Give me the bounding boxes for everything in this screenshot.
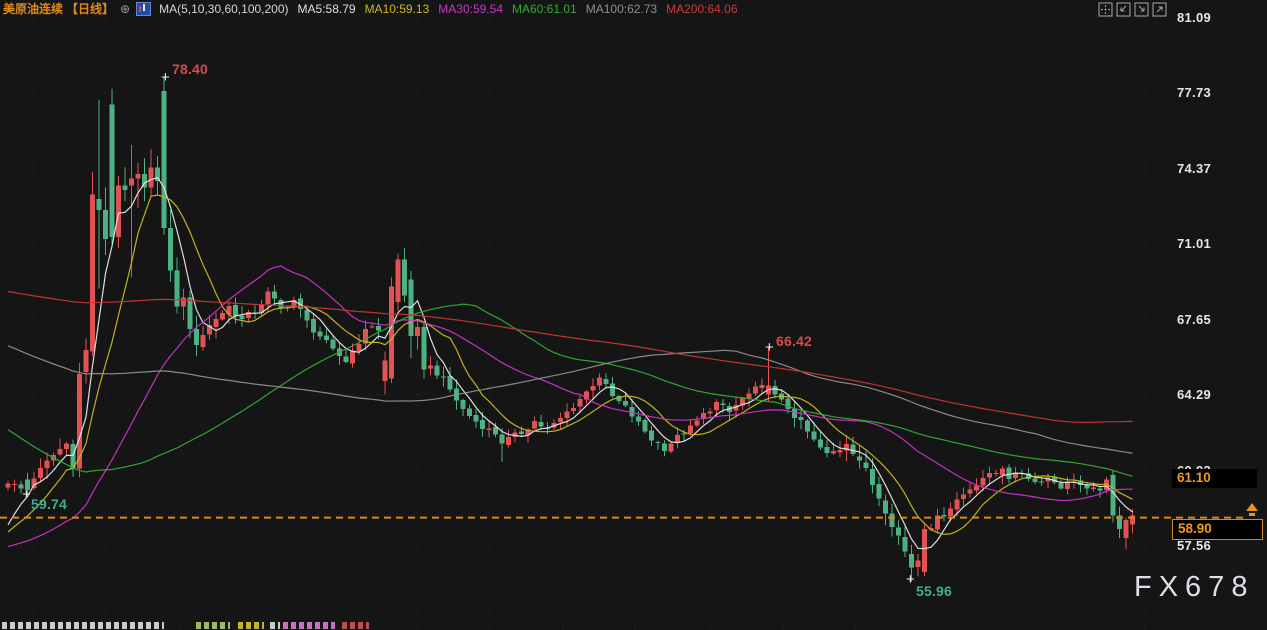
ma-value-label: MA5:58.79 [297,1,356,16]
price-up-arrow-icon [1246,503,1258,511]
ma-value-label: MA100:62.73 [585,1,658,16]
cross-marker-icon: + [22,486,31,503]
price-up-arrow-base [1249,513,1255,516]
cross-marker-icon: + [765,339,774,356]
ma-value-label: MA10:59.13 [364,1,430,16]
axis-tick-label: 74.37 [1177,161,1212,176]
annotation-marked-low-left: 59.74 [31,496,68,512]
clipped-indicator-text [2,622,164,629]
axis-tick-label: 81.09 [1177,10,1212,25]
ma-value-label: MA60:61.01 [512,1,577,16]
price-level-tag: 61.10 [1172,469,1257,488]
clipped-indicator-text [196,622,230,629]
last-price-tag: 58.90 [1172,519,1263,540]
axis-tick-label: 71.01 [1177,236,1212,251]
grid-layout-icon[interactable] [1098,2,1113,17]
clipped-indicator-text [270,622,280,629]
annotation-marked-high: 78.40 [172,61,209,77]
cross-marker-icon: + [906,571,915,588]
period-label: 【日线】 [66,2,115,16]
axis-tick-label: 64.29 [1177,387,1212,402]
clipped-indicator-text [283,622,335,629]
ma-value-label: MA200:64.06 [666,1,738,16]
axis-tick-label: 77.73 [1177,85,1212,100]
symbol-name: 美原油连续 [3,2,64,16]
pane-arrow-left-icon[interactable] [1116,2,1131,17]
add-indicator-icon[interactable]: ⊕ [120,1,131,16]
candle-chart-type-icon[interactable] [136,1,152,16]
chart-header: 美原油连续 【日线】 ⊕ MA(5,10,30,60,100,200) MA5:… [0,0,1267,17]
pane-arrow-right-icon[interactable] [1134,2,1149,17]
ma-values-row: MA5:58.79 MA10:59.13 MA30:59.54 MA60:61.01 M… [289,2,738,16]
axis-tick-label: 67.65 [1177,312,1212,327]
ma-params-label: MA(5,10,30,60,100,200) [159,1,289,16]
pane-popout-icon[interactable] [1152,2,1167,17]
clipped-indicator-text [342,622,369,629]
clipped-indicator-text [238,622,264,629]
cross-marker-icon: + [161,69,170,86]
watermark-logo: FX678 [1134,571,1255,603]
annotation-swing-high: 66.42 [776,333,813,349]
annotation-marked-low: 55.96 [916,583,953,599]
ma-value-label: MA30:59.54 [438,1,503,16]
chart-toolbar [1098,2,1167,17]
axis-tick-label: 57.56 [1177,538,1212,553]
